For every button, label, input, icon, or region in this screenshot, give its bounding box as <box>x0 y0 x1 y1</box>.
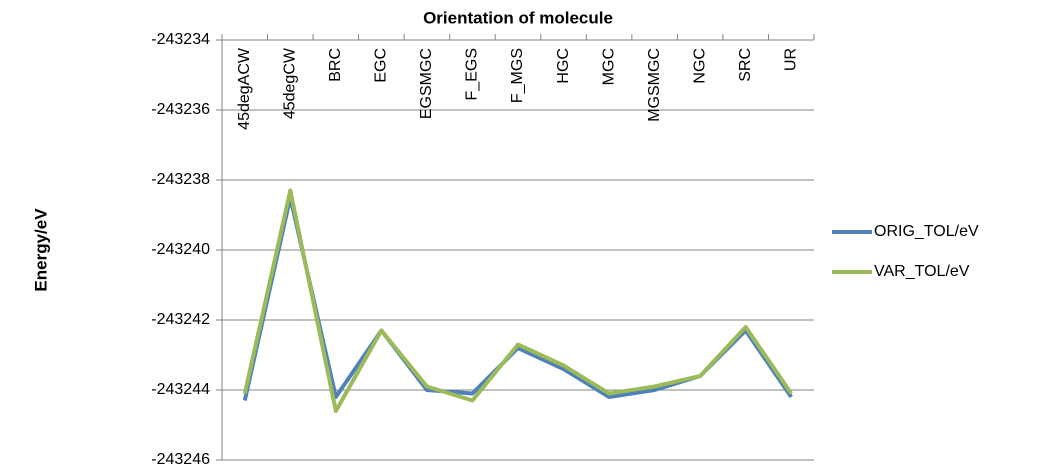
y-axis-title: Energy/eV <box>31 208 50 292</box>
x-tick-label: 45degCW <box>282 47 299 119</box>
chart-title: Orientation of molecule <box>423 8 613 27</box>
x-tick-label: UR <box>782 48 799 71</box>
x-tick-label: MGSMGC <box>646 48 663 122</box>
x-tick-label: F_MGS <box>509 48 526 103</box>
legend-label: ORIG_TOL/eV <box>874 223 979 240</box>
y-tick-label: -243238 <box>151 171 210 188</box>
legend-label: VAR_TOL/eV <box>874 263 970 280</box>
y-tick-label: -243244 <box>151 381 210 398</box>
x-tick-label: BRC <box>327 48 344 82</box>
x-tick-label: EGC <box>373 48 390 83</box>
x-tick-label: HGC <box>555 48 572 84</box>
x-tick-label: NGC <box>691 48 708 84</box>
x-tick-label: F_EGS <box>464 48 481 100</box>
y-tick-label: -243240 <box>151 241 210 258</box>
x-tick-label: SRC <box>737 48 754 82</box>
series-line <box>242 188 793 413</box>
y-tick-label: -243242 <box>151 311 210 328</box>
y-tick-label: -243246 <box>151 451 210 468</box>
x-tick-label: MGC <box>600 48 617 85</box>
y-tick-label: -243234 <box>151 31 210 48</box>
y-tick-label: -243236 <box>151 101 210 118</box>
x-tick-label: EGSMGC <box>418 48 435 119</box>
x-tick-label: 45degACW <box>236 47 253 130</box>
